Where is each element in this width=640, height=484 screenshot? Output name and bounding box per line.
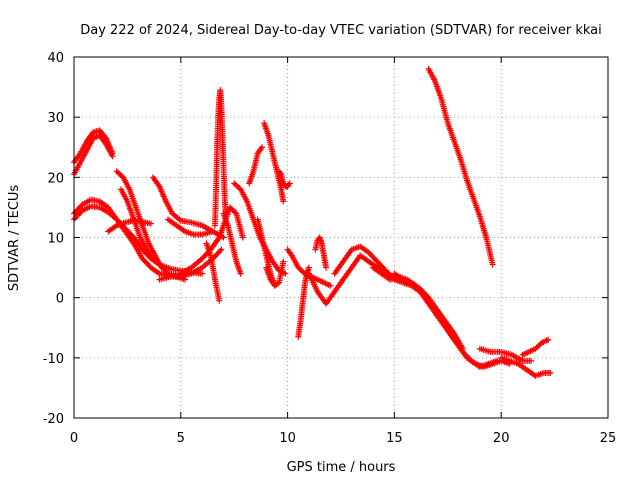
chart-title: Day 222 of 2024, Sidereal Day-to-day VTE… (80, 23, 602, 38)
data-point (547, 369, 554, 376)
data-point (305, 264, 312, 271)
y-tick-label: -10 (43, 352, 64, 367)
y-tick-labels: -20 -10 0 10 20 30 40 (43, 51, 64, 427)
data-point (109, 153, 116, 160)
axis-ticks (73, 56, 609, 419)
data-point (323, 264, 330, 271)
data-point (147, 220, 154, 227)
data-point (216, 297, 223, 304)
x-tick-labels: 0 5 10 15 20 25 (70, 431, 616, 446)
x-tick-label: 15 (386, 431, 403, 446)
data-point (239, 234, 246, 241)
data-point (217, 247, 224, 254)
y-tick-label: 0 (56, 292, 64, 307)
y-tick-label: -20 (43, 412, 64, 427)
y-tick-label: 10 (47, 232, 64, 247)
data-point (280, 198, 287, 205)
x-tick-label: 25 (600, 431, 617, 446)
data-point (199, 270, 206, 277)
data-point (155, 260, 162, 267)
data-point (286, 180, 293, 187)
y-axis-label: SDTVAR / TECUs (7, 185, 22, 292)
grid (74, 57, 608, 418)
data-point (182, 276, 189, 283)
x-axis-label: GPS time / hours (287, 460, 396, 475)
data-point (237, 270, 244, 277)
x-tick-label: 5 (177, 431, 185, 446)
data-point (327, 282, 334, 289)
x-tick-label: 10 (279, 431, 296, 446)
data-point (528, 357, 535, 364)
y-tick-label: 40 (47, 51, 64, 66)
data-point (545, 336, 552, 343)
data-point (209, 228, 216, 235)
data-point (459, 345, 466, 352)
data-points (71, 66, 554, 379)
data-point (232, 209, 239, 216)
y-tick-label: 30 (47, 111, 64, 126)
data-point (258, 144, 265, 151)
x-tick-label: 0 (70, 431, 78, 446)
data-point (156, 261, 163, 268)
y-tick-label: 20 (47, 171, 64, 186)
data-point (489, 261, 496, 268)
data-point (218, 246, 225, 253)
data-point (280, 258, 287, 265)
x-tick-label: 20 (493, 431, 510, 446)
